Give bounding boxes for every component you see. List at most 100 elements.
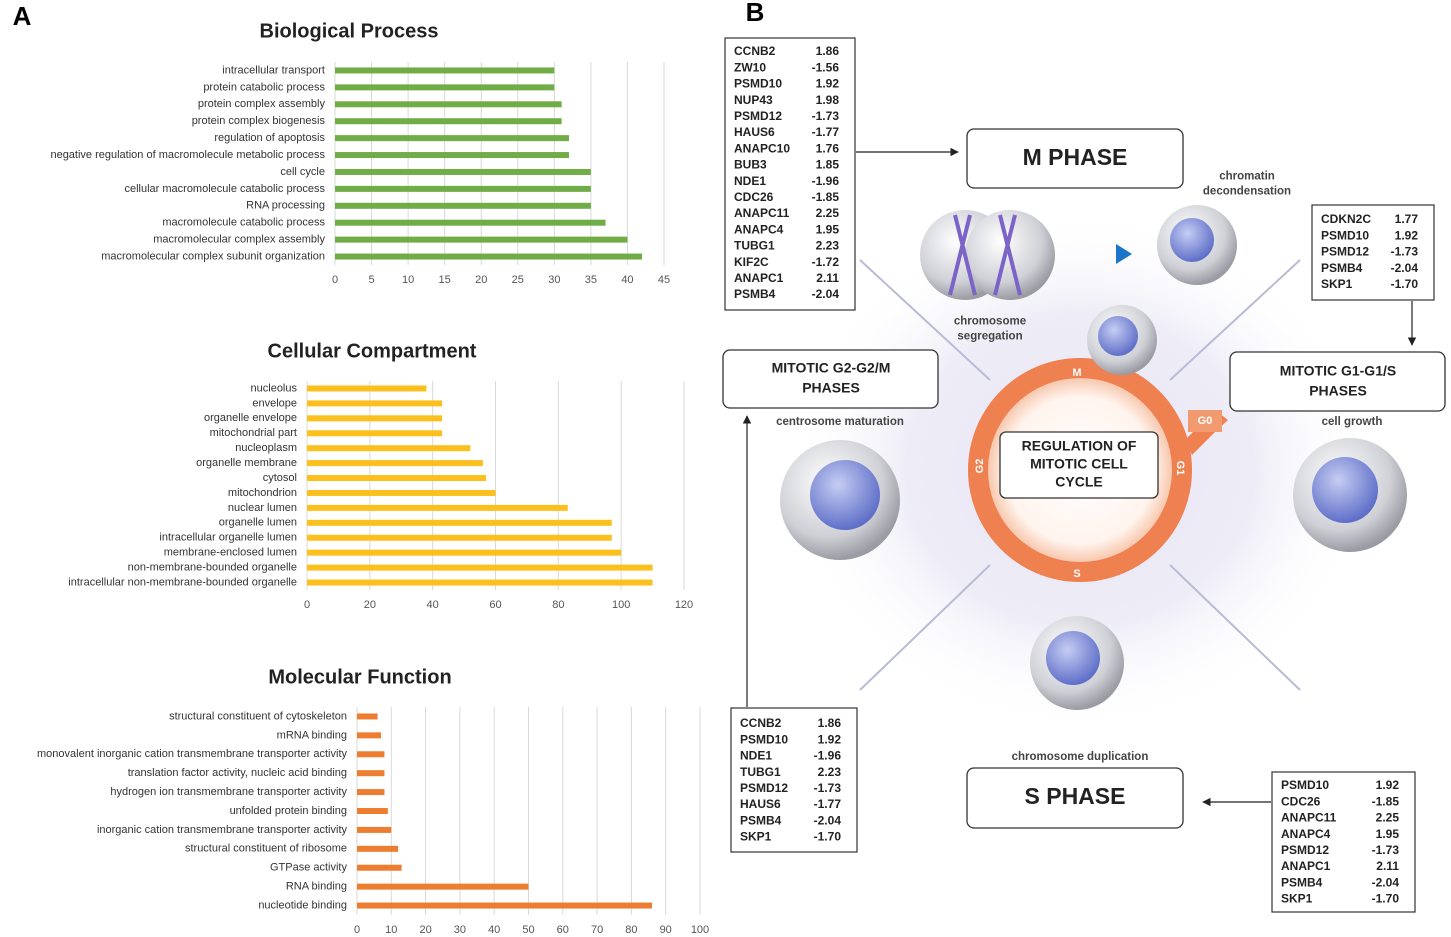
- x-tick-label: 15: [439, 274, 451, 286]
- bar: [307, 415, 443, 422]
- y-tick-label: nucleoplasm: [235, 442, 297, 454]
- bar: [307, 519, 612, 526]
- bar: [335, 168, 591, 175]
- bar: [307, 385, 427, 392]
- gene-name: CDC26: [1281, 794, 1321, 808]
- gene-name: CDC26: [734, 190, 774, 204]
- gene-value: 1.98: [816, 93, 840, 107]
- center-box: [999, 431, 1159, 499]
- x-tick-label: 80: [552, 599, 564, 611]
- caption: centrosome maturation: [776, 416, 904, 428]
- y-tick-label: protein complex assembly: [198, 98, 326, 110]
- bar: [335, 67, 555, 74]
- gene-value: -1.77: [812, 125, 840, 139]
- gene-value: 2.11: [816, 271, 839, 285]
- y-tick-label: organelle envelope: [204, 412, 297, 424]
- gene-value: -1.56: [812, 60, 840, 74]
- gene-value: 1.92: [1376, 778, 1400, 792]
- x-tick-label: 30: [454, 924, 466, 936]
- y-tick-label: inorganic cation transmembrane transport…: [97, 824, 348, 836]
- caption: segregation: [957, 331, 1022, 343]
- gene-name: PSMD12: [1321, 245, 1369, 259]
- gene-value: 2.23: [818, 765, 842, 779]
- bar: [357, 789, 385, 796]
- x-tick-label: 70: [591, 924, 603, 936]
- bar: [335, 253, 643, 260]
- gene-name: ANAPC4: [1281, 827, 1331, 841]
- x-tick-label: 20: [419, 924, 431, 936]
- x-tick-label: 10: [402, 274, 414, 286]
- ring-label: M: [1072, 367, 1081, 379]
- bar: [335, 152, 569, 159]
- gene-value: -1.70: [1391, 277, 1419, 291]
- gene-value: 2.25: [816, 206, 840, 220]
- gene-value: 1.92: [1395, 228, 1419, 242]
- bar: [357, 902, 652, 909]
- y-tick-label: negative regulation of macromolecule met…: [50, 149, 325, 161]
- y-tick-label: protein complex biogenesis: [192, 115, 326, 127]
- bar: [357, 751, 385, 758]
- bar: [335, 118, 562, 125]
- gene-name: HAUS6: [740, 797, 781, 811]
- phase-label: PHASES: [1309, 383, 1367, 399]
- gene-name: PSMD10: [734, 77, 782, 91]
- x-tick-label: 20: [364, 599, 376, 611]
- gene-name: NDE1: [734, 174, 766, 188]
- y-tick-label: structural constituent of cytoskeleton: [169, 710, 347, 722]
- gene-name: CCNB2: [734, 44, 776, 58]
- gene-value: -1.72: [812, 255, 840, 269]
- gene-value: 2.25: [1376, 811, 1400, 825]
- bar: [357, 883, 529, 890]
- x-tick-label: 0: [304, 599, 310, 611]
- y-tick-label: cellular macromolecule catabolic process: [124, 183, 325, 195]
- y-tick-label: translation factor activity, nucleic aci…: [128, 767, 347, 779]
- phase-label: M PHASE: [1023, 144, 1128, 170]
- gene-value: -2.04: [814, 813, 842, 827]
- x-tick-label: 120: [675, 599, 693, 611]
- gene-name: ANAPC10: [734, 141, 790, 155]
- gene-value: -1.70: [1372, 892, 1400, 906]
- gene-value: -1.85: [812, 190, 840, 204]
- y-tick-label: intracellular non-membrane-bounded organ…: [68, 576, 297, 588]
- bar: [357, 713, 378, 720]
- divider-lines: [859, 259, 1301, 691]
- gene-value: -1.73: [814, 781, 842, 795]
- gene-box: [724, 37, 856, 311]
- panel-label: B: [746, 0, 765, 27]
- ring-label: G2: [974, 459, 986, 474]
- x-tick-label: 25: [512, 274, 524, 286]
- gene-value: -1.73: [1372, 843, 1400, 857]
- gene-value: 1.92: [816, 77, 840, 91]
- y-tick-label: macromolecular complex assembly: [153, 234, 325, 246]
- gene-value: 1.76: [816, 141, 840, 155]
- phase-label: S PHASE: [1025, 783, 1126, 809]
- bar: [357, 770, 385, 777]
- bar: [307, 445, 471, 452]
- bar: [307, 549, 622, 556]
- gene-name: ANAPC4: [734, 222, 784, 236]
- phase-label: MITOTIC G1-G1/S: [1280, 363, 1396, 379]
- x-tick-label: 60: [489, 599, 501, 611]
- gene-name: PSMB4: [1321, 261, 1363, 275]
- bar: [357, 864, 402, 871]
- x-tick-label: 90: [660, 924, 672, 936]
- bar: [307, 430, 443, 437]
- gene-name: PSMB4: [734, 287, 776, 301]
- y-tick-label: mRNA binding: [277, 729, 347, 741]
- center-label: MITOTIC CELL: [1030, 456, 1128, 472]
- x-tick-label: 40: [621, 274, 633, 286]
- x-tick-label: 40: [488, 924, 500, 936]
- gene-value: -1.73: [812, 109, 840, 123]
- gene-box: [1271, 771, 1416, 913]
- gene-name: TUBG1: [734, 239, 775, 253]
- gene-name: SKP1: [1321, 277, 1353, 291]
- gene-value: 2.23: [816, 239, 840, 253]
- bar: [335, 219, 606, 226]
- arrows: [742, 147, 1417, 807]
- gene-name: TUBG1: [740, 765, 781, 779]
- bar: [307, 564, 653, 571]
- gene-name: BUB3: [734, 158, 767, 172]
- gene-name: PSMD10: [1281, 778, 1329, 792]
- x-tick-label: 100: [691, 924, 709, 936]
- y-tick-label: cytosol: [263, 472, 297, 484]
